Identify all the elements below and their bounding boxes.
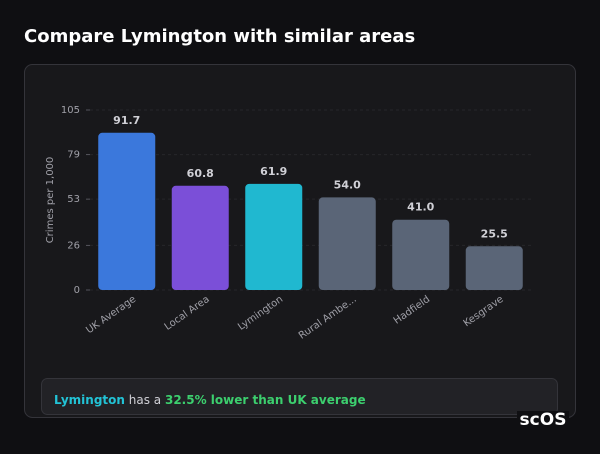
value-label: 91.7 [113, 114, 140, 127]
value-label: 61.9 [260, 165, 287, 178]
value-label: 25.5 [481, 227, 508, 240]
logo-bg [517, 411, 569, 429]
summary-text: Lymington has a 32.5% lower than UK aver… [54, 393, 366, 407]
summary-area: Lymington [54, 393, 125, 407]
y-tick-label: 26 [67, 240, 80, 251]
logo: scOS [520, 410, 567, 430]
bar [245, 183, 303, 290]
y-tick-label: 53 [67, 194, 80, 205]
bar [465, 246, 523, 290]
y-tick-label: 79 [67, 150, 80, 161]
value-label: 60.8 [187, 167, 214, 180]
summary-phrase: has a [129, 393, 161, 407]
y-axis-label: Crimes per 1,000 [45, 157, 56, 244]
bar [318, 197, 376, 290]
bar [392, 219, 450, 290]
y-tick-label: 105 [61, 105, 80, 116]
summary-highlight: 32.5% lower than UK average [165, 393, 366, 407]
bar [171, 185, 229, 290]
value-label: 54.0 [334, 178, 361, 191]
page-title: Compare Lymington with similar areas [24, 26, 415, 47]
bar [98, 132, 156, 290]
summary-box [41, 378, 558, 415]
y-tick-label: 0 [74, 285, 80, 296]
value-label: 41.0 [407, 201, 434, 214]
